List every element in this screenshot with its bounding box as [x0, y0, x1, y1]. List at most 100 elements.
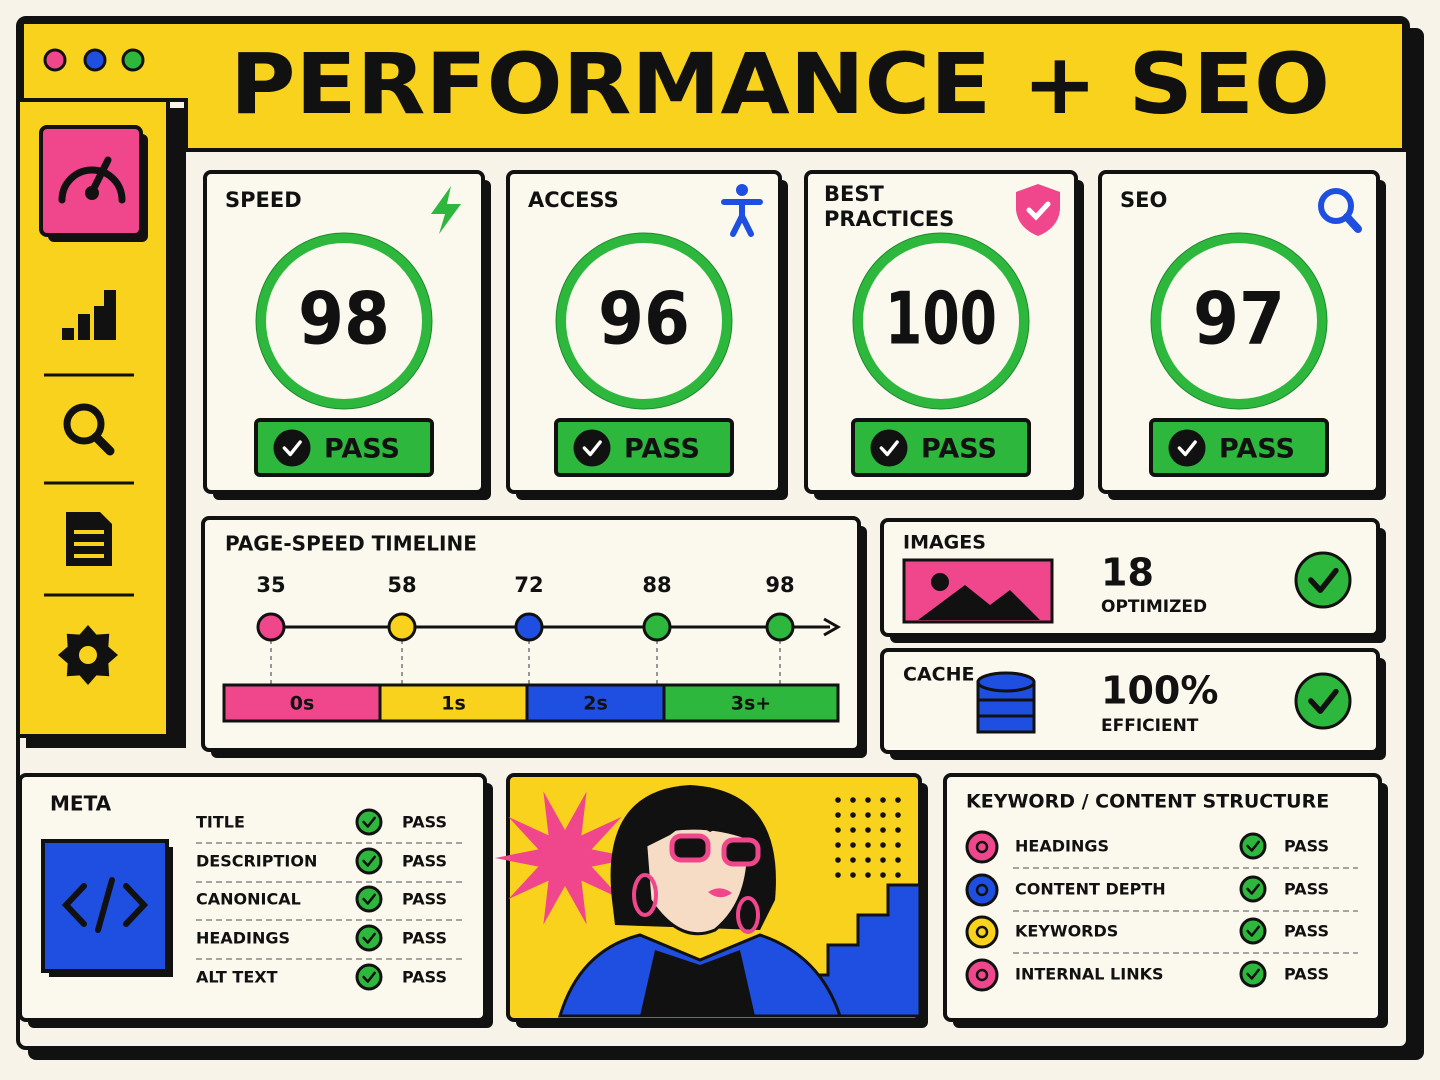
earring	[736, 896, 760, 934]
cache-value: 100%	[1101, 669, 1218, 713]
meta-check	[355, 847, 383, 875]
check-mark	[1246, 968, 1261, 980]
dot-pattern	[850, 797, 856, 803]
keyword-row-status: PASS	[1284, 880, 1329, 899]
timeline-segment-label: 2s	[583, 693, 608, 715]
timeline-point	[642, 612, 672, 642]
bangs	[640, 800, 760, 850]
dot-pattern	[850, 857, 856, 863]
score-value: 96	[598, 277, 690, 361]
meta-row-label: CANONICAL	[196, 890, 301, 909]
check-mark	[1246, 925, 1261, 937]
dot-pattern	[835, 857, 841, 863]
keyword-icon-inner	[975, 968, 989, 982]
dot-pattern	[850, 827, 856, 833]
dot-pattern	[895, 797, 901, 803]
keyword-row-status: PASS	[1284, 837, 1329, 856]
search-icon	[63, 403, 105, 445]
timeline-point	[256, 612, 286, 642]
image-sun	[931, 573, 949, 591]
dot-pattern	[850, 872, 856, 878]
timeline-value: 58	[387, 573, 416, 597]
timeline-segment	[525, 683, 666, 723]
dot-pattern	[835, 827, 841, 833]
dot-pattern	[865, 872, 871, 878]
dot-pattern	[865, 812, 871, 818]
check-mark	[362, 932, 377, 944]
pass-label: PASS	[624, 434, 700, 465]
check-mark	[362, 816, 377, 828]
doc-icon	[66, 512, 112, 566]
dot-pattern	[895, 812, 901, 818]
pass-check	[870, 429, 908, 467]
score-label: ACCESS	[528, 188, 619, 212]
dot-pattern	[895, 842, 901, 848]
dot-pattern	[835, 842, 841, 848]
keyword-row-status: PASS	[1284, 922, 1329, 941]
glasses-right	[721, 837, 761, 867]
meta-row-label: ALT TEXT	[196, 968, 278, 987]
bar-icon	[62, 328, 74, 340]
bar-icon	[104, 290, 116, 340]
dot-pattern	[835, 797, 841, 803]
score-label: SEO	[1120, 188, 1167, 212]
seo-handle	[1343, 213, 1362, 233]
keyword-row-status: PASS	[1284, 965, 1329, 984]
timeline-segment-label: 3s+	[731, 693, 771, 715]
keyword-check	[1239, 917, 1267, 945]
seo-icon	[1318, 188, 1354, 224]
score-ring	[853, 233, 1029, 409]
window-dot	[43, 48, 67, 72]
pass-check	[1168, 429, 1206, 467]
timeline-point	[514, 612, 544, 642]
meta-row-status: PASS	[402, 929, 447, 948]
check-mark	[362, 855, 377, 867]
dot-pattern	[850, 842, 856, 848]
image-mountains	[918, 585, 1040, 620]
check-mark	[1246, 883, 1261, 895]
keyword-icon	[965, 958, 999, 992]
dot-pattern	[895, 872, 901, 878]
gauge-hub	[85, 186, 99, 200]
dot-pattern	[865, 827, 871, 833]
shield-icon	[1016, 184, 1060, 236]
pass-check	[573, 429, 611, 467]
gauge-icon	[58, 166, 126, 204]
window-dot	[121, 48, 145, 72]
dot-pattern	[850, 812, 856, 818]
access-icon	[736, 184, 748, 196]
page-title: PERFORMANCE + SEO	[230, 35, 1330, 133]
keywords-card	[943, 773, 1382, 1022]
dot-pattern	[880, 857, 886, 863]
keyword-icon-inner	[975, 883, 989, 897]
timeline-value: 35	[256, 573, 285, 597]
dot-pattern	[865, 797, 871, 803]
score-label: BEST PRACTICES	[824, 182, 955, 231]
timeline-value: 72	[514, 573, 543, 597]
window-dot	[83, 48, 107, 72]
dot-pattern	[880, 812, 886, 818]
access-body	[721, 199, 763, 237]
starburst	[495, 791, 635, 925]
check-mark	[282, 440, 302, 457]
bar-icon	[94, 306, 106, 340]
images-caption: OPTIMIZED	[1101, 597, 1207, 617]
nav-active	[39, 125, 143, 237]
pass-label: PASS	[921, 434, 997, 465]
pass-label: PASS	[1219, 434, 1295, 465]
dot-pattern	[865, 842, 871, 848]
cache-label: CACHE	[903, 664, 974, 686]
timeline-value: 98	[765, 573, 794, 597]
images-value: 18	[1101, 551, 1154, 595]
meta-check	[355, 963, 383, 991]
meta-row-status: PASS	[402, 813, 447, 832]
gear-hole	[79, 646, 97, 664]
keyword-check	[1239, 875, 1267, 903]
meta-row-label: DESCRIPTION	[196, 852, 317, 871]
check-mark	[362, 893, 377, 905]
lips	[708, 888, 732, 898]
meta-title: META	[50, 792, 112, 816]
dot-pattern	[865, 857, 871, 863]
timeline-point	[387, 612, 417, 642]
